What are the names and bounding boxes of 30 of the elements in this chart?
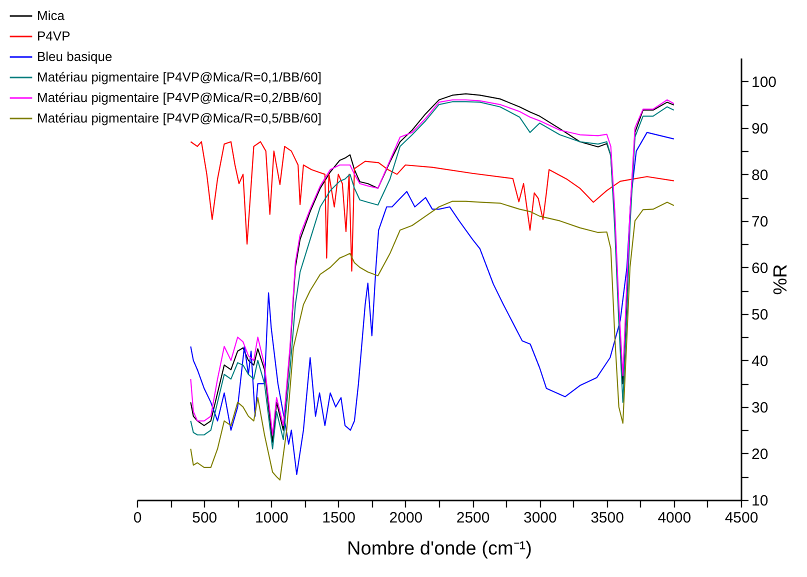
y-tick-label: 40 (752, 352, 768, 370)
legend-label: Matériau pigmentaire [P4VP@Mica/R=0,1/BB/60] (37, 70, 322, 84)
line-series (190, 200, 674, 481)
x-tick-label: 4000 (658, 510, 692, 526)
x-tick-label: 1500 (322, 510, 356, 526)
x-tick-label: 2500 (456, 510, 490, 526)
y-tick-label: 10 (752, 492, 768, 510)
y-tick-label: 70 (752, 213, 768, 230)
y-tick-label: 90 (752, 120, 768, 138)
x-tick-label: 1000 (255, 510, 288, 526)
y-tick-label: 50 (752, 306, 768, 324)
y-tick-label: 100 (752, 74, 777, 91)
x-tick-label: 4500 (724, 510, 758, 526)
y-tick-label: 20 (752, 446, 768, 463)
x-tick-label: 0 (133, 510, 142, 526)
x-tick-label: 2000 (389, 510, 423, 526)
y-axis-title: %R (770, 264, 792, 295)
legend-label: P4VP (37, 28, 70, 44)
legend-label: Matériau pigmentaire [P4VP@Mica/R=0,2/BB/60] (37, 90, 322, 105)
y-tick-label: 80 (752, 166, 768, 184)
legend-label: Mica (37, 8, 66, 23)
x-tick-label: 3000 (523, 510, 557, 526)
legend-label: Matériau pigmentaire [P4VP@Mica/R=0,5/BB/60] (37, 110, 322, 126)
x-tick-label: 3500 (590, 510, 624, 526)
legend-label: Bleu basique (37, 49, 112, 64)
x-axis-title: Nombre d'onde (cm⁻¹) (347, 538, 532, 560)
line-series (190, 141, 674, 272)
y-tick-label: 60 (752, 260, 768, 277)
y-tick-label: 30 (752, 399, 768, 416)
x-tick-label: 500 (192, 510, 218, 526)
